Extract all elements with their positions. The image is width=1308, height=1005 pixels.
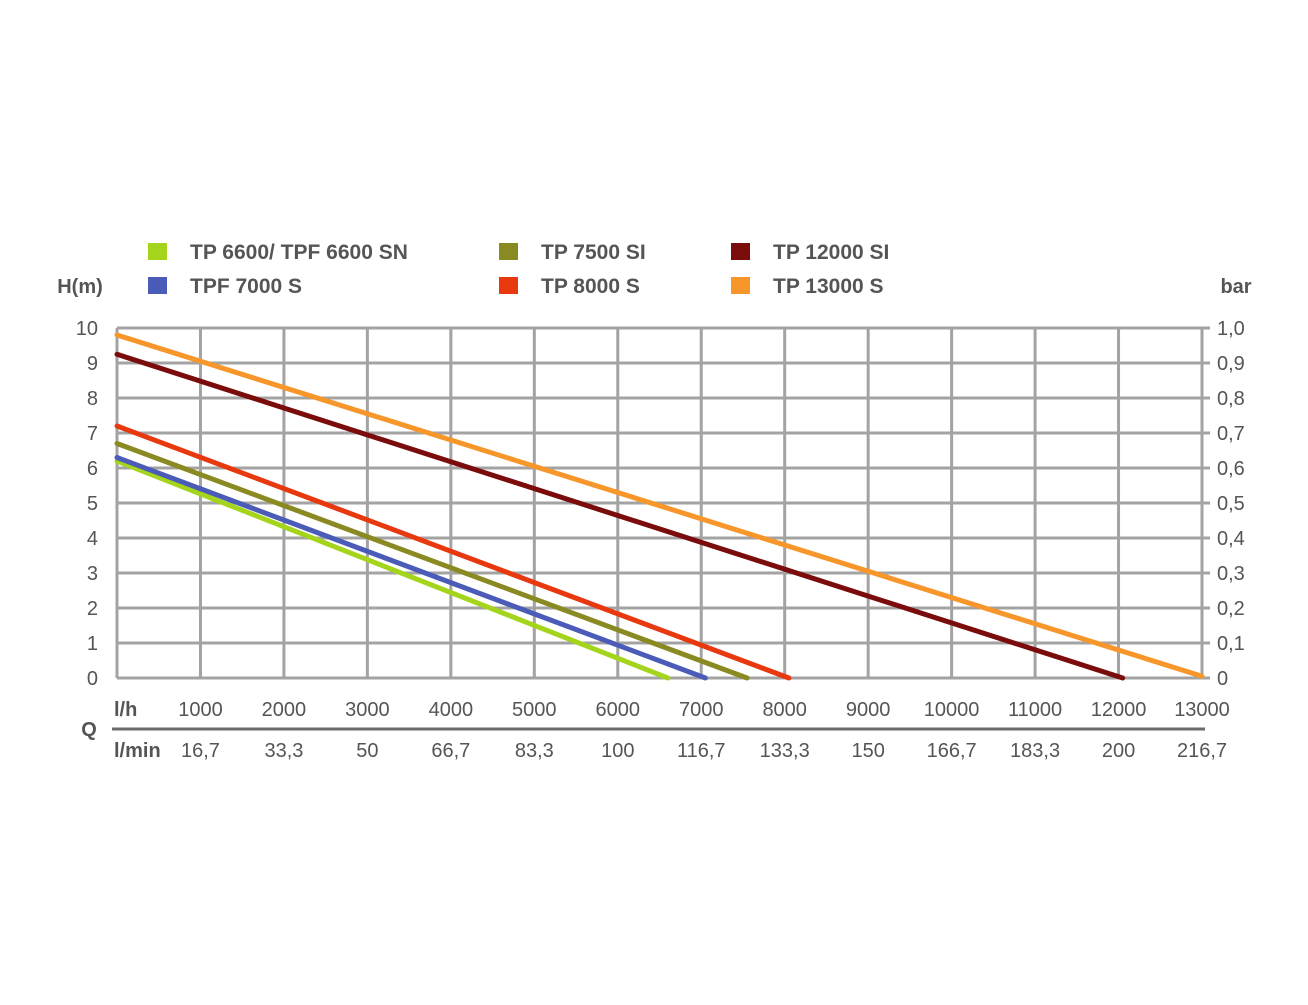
legend-label-1: TP 7500 SI	[541, 241, 646, 264]
legend-label-0: TP 6600/ TPF 6600 SN	[190, 241, 408, 264]
series-line-0	[114, 458, 671, 681]
x-tick-primary: 9000	[846, 699, 891, 721]
legend-swatch-0	[148, 243, 167, 260]
x-tick-primary: 5000	[512, 699, 557, 721]
x-unit-primary: l/h	[114, 699, 137, 721]
y-tick-right: 0,1	[1217, 633, 1245, 655]
x-tick-secondary: 16,7	[181, 740, 220, 762]
x-tick-primary: 1000	[178, 699, 223, 721]
y-tick-left: 3	[87, 563, 98, 585]
x-tick-secondary: 83,3	[515, 740, 554, 762]
series-lines	[114, 332, 1205, 681]
x-tick-secondary: 216,7	[1177, 740, 1227, 762]
y-tick-right: 0,7	[1217, 423, 1245, 445]
x-tick-secondary: 33,3	[264, 740, 303, 762]
y-tick-right: 0,9	[1217, 353, 1245, 375]
x-tick-primary: 11000	[1008, 699, 1062, 721]
x-tick-primary: 6000	[596, 699, 641, 721]
y-tick-left: 5	[87, 493, 98, 515]
x-tick-secondary: 116,7	[677, 740, 726, 762]
x-tick-primary: 10000	[924, 699, 980, 721]
y-tick-right: 0,4	[1217, 528, 1245, 550]
legend-label-3: TPF 7000 S	[190, 275, 302, 298]
x-tick-secondary: 133,3	[760, 740, 810, 762]
legend-swatch-1	[499, 243, 518, 260]
series-line-1	[114, 441, 750, 681]
y-tick-left: 1	[87, 633, 98, 655]
x-tick-secondary: 66,7	[431, 740, 470, 762]
legend-swatch-5	[731, 277, 750, 294]
y-tick-left: 6	[87, 458, 98, 480]
y-axis-left-label: H(m)	[57, 276, 103, 298]
x-tick-secondary: 183,3	[1010, 740, 1060, 762]
legend: TP 6600/ TPF 6600 SN TP 7500 SI TP 12000 S…	[148, 241, 889, 298]
y-tick-left: 7	[87, 423, 98, 445]
legend-swatch-3	[148, 277, 167, 294]
series-line-4	[114, 423, 792, 681]
y-tick-left: 8	[87, 388, 98, 410]
x-tick-primary: 12000	[1091, 699, 1147, 721]
tick-labels: 01234567891000,10,20,30,40,50,60,70,80,9…	[76, 318, 1245, 762]
y-tick-right: 0	[1217, 668, 1228, 690]
series-line-3	[114, 455, 708, 681]
legend-swatch-2	[731, 243, 750, 260]
series-line-2	[114, 351, 1126, 681]
y-tick-left: 10	[76, 318, 98, 340]
x-axis-label: Q	[81, 719, 97, 741]
x-tick-secondary: 100	[601, 740, 634, 762]
y-tick-right: 0,5	[1217, 493, 1245, 515]
x-tick-primary: 13000	[1174, 699, 1230, 721]
legend-label-5: TP 13000 S	[773, 275, 884, 298]
legend-label-2: TP 12000 SI	[773, 241, 889, 264]
x-tick-primary: 7000	[679, 699, 724, 721]
y-tick-left: 4	[87, 528, 98, 550]
x-tick-secondary: 150	[851, 740, 884, 762]
y-tick-right: 0,6	[1217, 458, 1245, 480]
y-tick-left: 0	[87, 668, 98, 690]
legend-swatch-4	[499, 277, 518, 294]
x-tick-secondary: 50	[356, 740, 378, 762]
y-tick-left: 9	[87, 353, 98, 375]
x-unit-secondary: l/min	[114, 740, 161, 762]
y-tick-right: 1,0	[1217, 318, 1245, 340]
y-axis-right-label: bar	[1220, 276, 1251, 298]
x-tick-primary: 2000	[262, 699, 307, 721]
x-tick-secondary: 200	[1102, 740, 1135, 762]
y-tick-right: 0,3	[1217, 563, 1245, 585]
y-tick-left: 2	[87, 598, 98, 620]
x-tick-primary: 8000	[762, 699, 807, 721]
series-line-5	[114, 332, 1205, 679]
x-tick-primary: 4000	[429, 699, 474, 721]
legend-label-4: TP 8000 S	[541, 275, 640, 298]
x-tick-secondary: 166,7	[927, 740, 977, 762]
x-tick-primary: 3000	[345, 699, 390, 721]
y-tick-right: 0,2	[1217, 598, 1245, 620]
y-tick-right: 0,8	[1217, 388, 1245, 410]
